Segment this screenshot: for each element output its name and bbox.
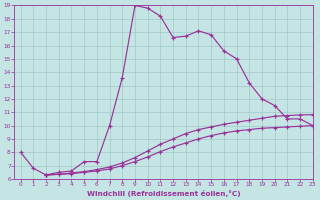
- X-axis label: Windchill (Refroidissement éolien,°C): Windchill (Refroidissement éolien,°C): [87, 190, 240, 197]
